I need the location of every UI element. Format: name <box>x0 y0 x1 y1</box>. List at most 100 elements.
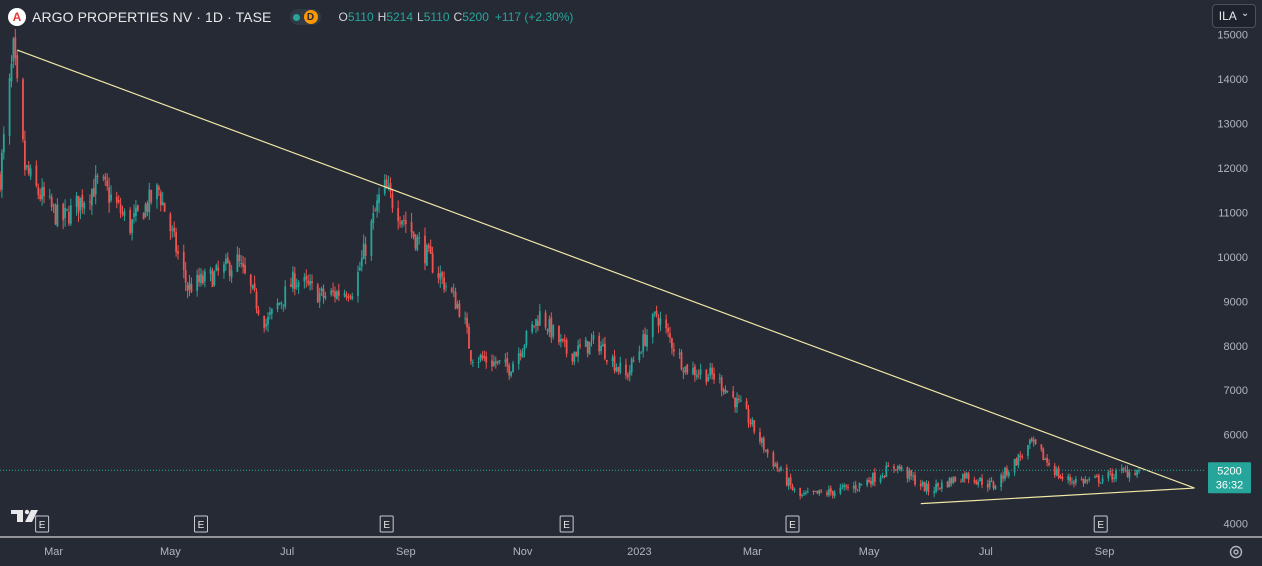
candle <box>27 161 30 176</box>
candle <box>872 472 874 487</box>
candle <box>251 284 254 291</box>
candle <box>1097 473 1100 487</box>
candle <box>1059 474 1062 479</box>
candle <box>52 203 55 213</box>
last-price-label: 5200 36:32 <box>1208 462 1251 494</box>
price-tick-label: 6000 <box>1224 430 1248 442</box>
candle <box>324 291 327 301</box>
candle <box>816 490 819 495</box>
svg-text:E: E <box>198 520 205 531</box>
candle <box>709 362 712 379</box>
candle <box>973 476 976 485</box>
symbol-title[interactable]: ARGO PROPERTIES NV · 1D · TASE <box>32 9 272 25</box>
candle <box>626 372 629 381</box>
candle <box>590 333 593 347</box>
candle <box>820 488 823 494</box>
candle <box>791 483 794 491</box>
candle <box>309 274 312 291</box>
candle <box>659 311 662 332</box>
ohlc-open: O5110 <box>338 10 374 24</box>
candle <box>1126 465 1129 478</box>
candle <box>358 261 361 272</box>
candle <box>1048 459 1050 467</box>
price-tick-label: 11000 <box>1218 207 1248 219</box>
tradingview-logo-icon[interactable] <box>11 508 43 524</box>
candle <box>1007 470 1010 479</box>
market-status[interactable]: D <box>289 9 321 25</box>
candle <box>577 339 580 363</box>
candle <box>62 202 65 230</box>
candle <box>311 274 313 291</box>
candle <box>385 174 388 189</box>
candle <box>870 477 872 488</box>
candle <box>410 212 413 239</box>
candle <box>156 183 158 209</box>
candle <box>672 342 675 357</box>
candle <box>1128 469 1131 482</box>
candle <box>1013 458 1016 477</box>
candles <box>0 28 1140 500</box>
ohlc-low: L5110 <box>417 10 450 24</box>
candle <box>695 369 698 380</box>
candle <box>441 270 444 285</box>
candle <box>110 185 112 203</box>
earnings-marker[interactable]: E <box>559 515 574 533</box>
candle <box>927 480 930 496</box>
candle <box>921 480 924 488</box>
candle <box>1088 476 1091 483</box>
earnings-marker[interactable]: E <box>379 515 394 533</box>
candle <box>724 385 727 394</box>
candle <box>249 273 252 294</box>
candle <box>334 286 336 303</box>
trendline[interactable] <box>17 49 1195 489</box>
candle <box>914 471 916 487</box>
candle <box>586 340 589 358</box>
candle <box>280 301 283 309</box>
earnings-marker[interactable]: E <box>785 515 800 533</box>
candle <box>184 262 187 291</box>
candle <box>403 215 405 227</box>
candle <box>8 73 11 145</box>
earnings-marker[interactable]: E <box>35 515 50 533</box>
candle <box>456 300 459 310</box>
candle <box>814 490 817 493</box>
candle <box>910 469 913 481</box>
trendline[interactable] <box>920 487 1195 505</box>
candle <box>412 231 415 240</box>
candle <box>847 484 849 491</box>
currency-button[interactable]: ILA ⌄ <box>1212 4 1256 28</box>
candle <box>238 247 241 268</box>
candle <box>119 197 122 219</box>
candle <box>230 264 233 283</box>
candle <box>332 282 334 297</box>
earnings-marker[interactable]: E <box>1093 515 1108 533</box>
candle <box>738 394 740 404</box>
candle <box>894 469 897 472</box>
time-tick-label: Nov <box>513 546 533 558</box>
candle <box>102 174 105 182</box>
price-tick-label: 15000 <box>1217 29 1248 41</box>
candle <box>604 336 606 361</box>
candle <box>646 329 648 352</box>
time-tick-label: Jul <box>280 546 294 558</box>
candle <box>163 202 166 212</box>
candle <box>669 326 671 344</box>
candle <box>466 312 468 334</box>
candle <box>772 450 775 470</box>
candle <box>762 435 765 454</box>
earnings-marker[interactable]: E <box>194 515 208 533</box>
candle <box>900 465 903 472</box>
candle <box>711 363 714 380</box>
candle <box>579 338 581 350</box>
candle <box>682 367 685 380</box>
candle <box>2 126 5 160</box>
gear-icon[interactable] <box>1228 544 1244 560</box>
candle <box>77 195 80 222</box>
time-tick-label: Mar <box>44 546 63 558</box>
candle <box>950 476 953 487</box>
candle <box>468 323 470 349</box>
candle <box>963 471 966 483</box>
candle <box>483 350 486 362</box>
